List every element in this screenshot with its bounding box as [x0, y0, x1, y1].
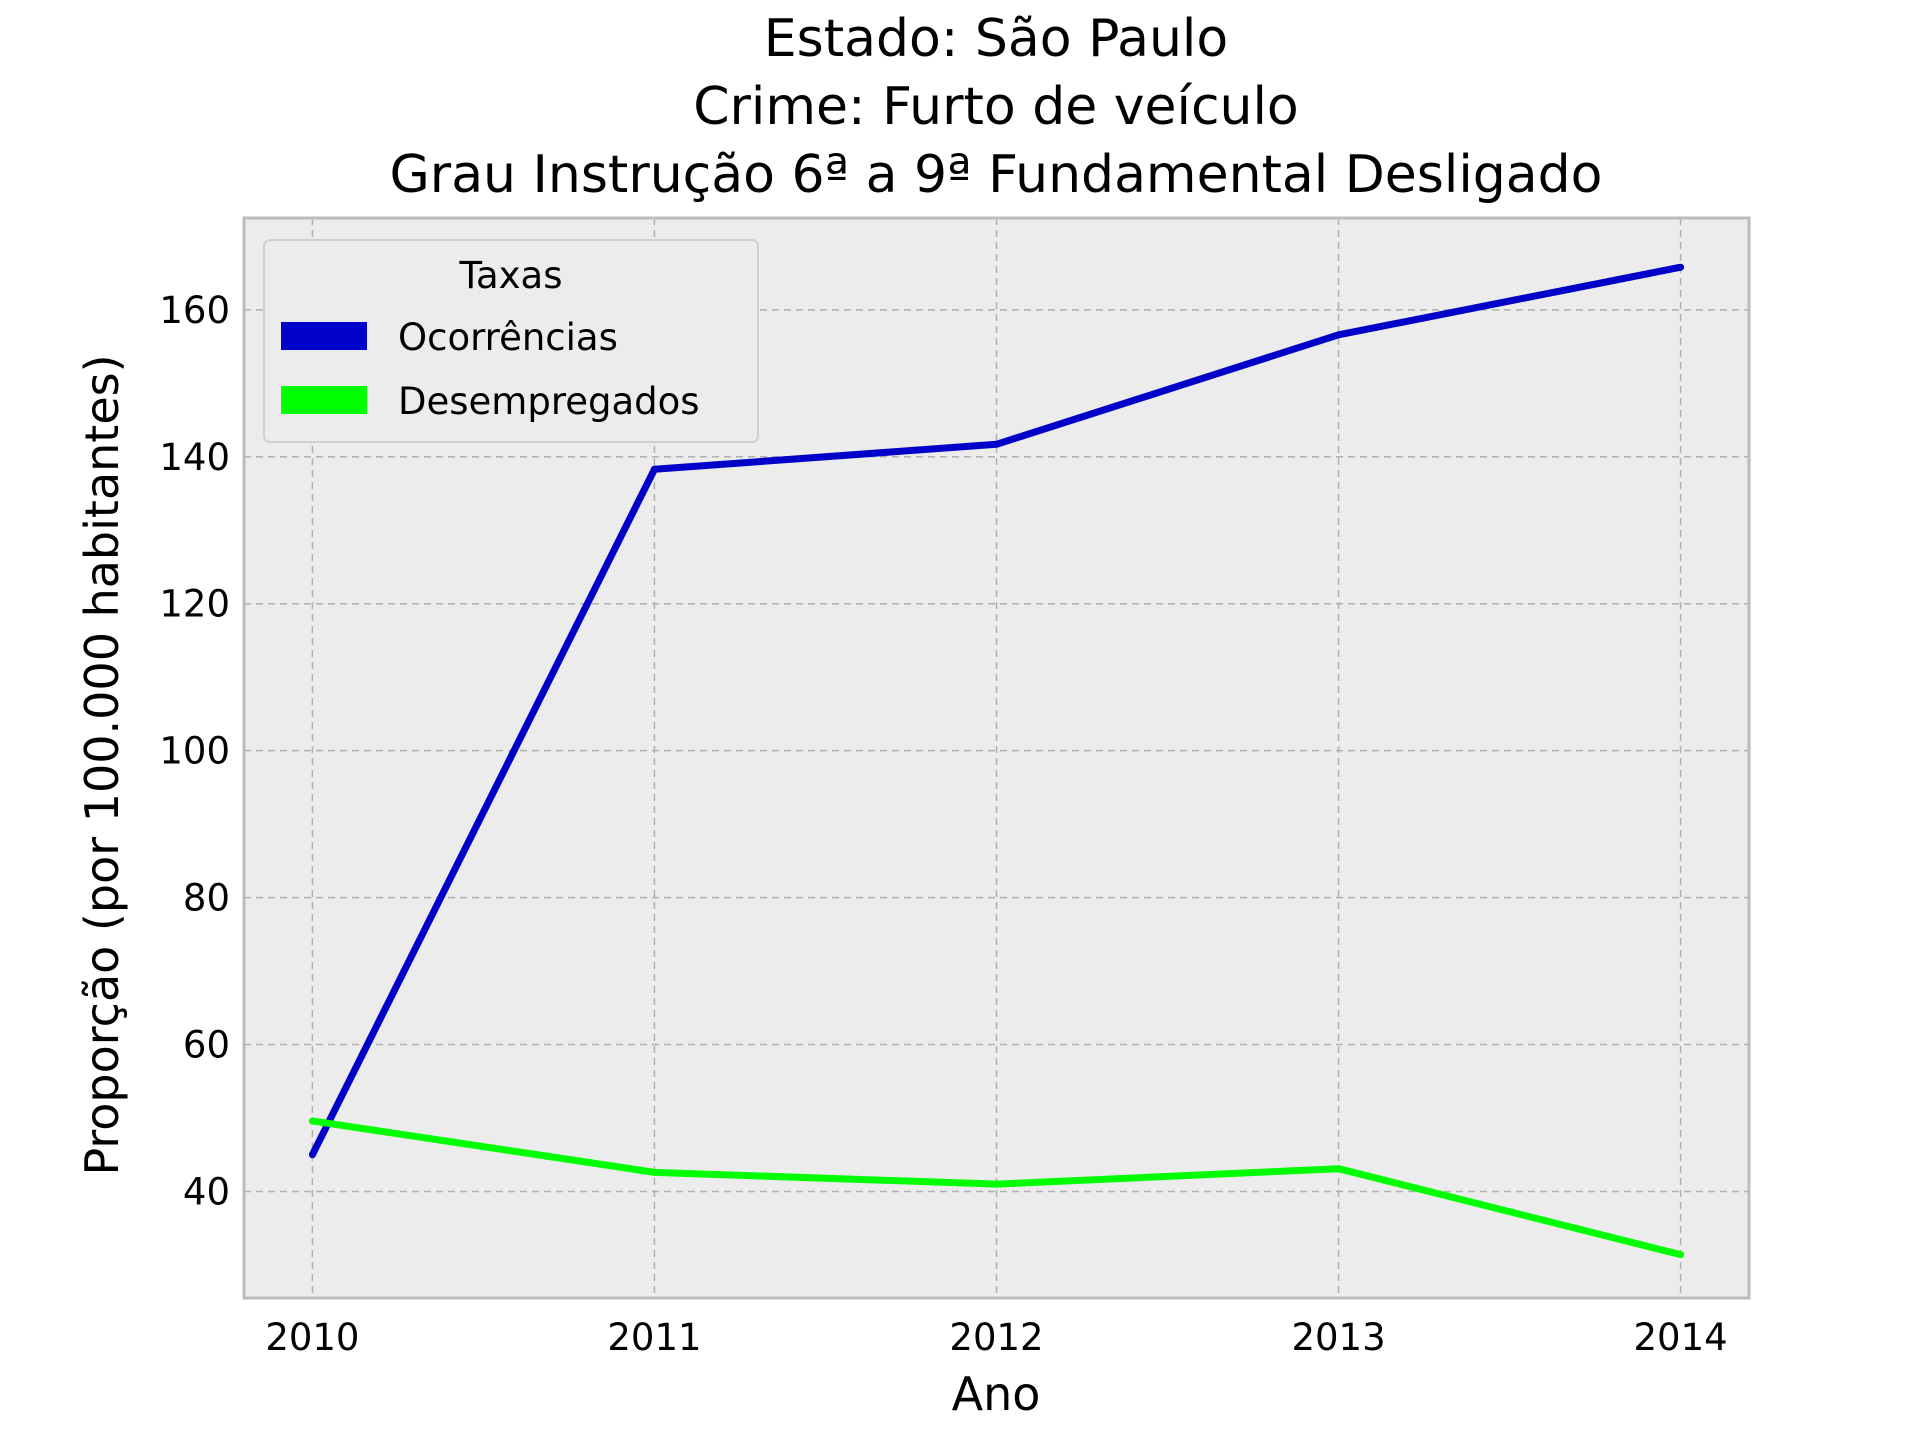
x-tick-label: 2014: [1634, 1316, 1728, 1359]
data-point: [1335, 331, 1343, 339]
plot-frame: [242, 216, 1751, 1300]
chart-title-line-1: Estado: São Paulo: [764, 9, 1228, 69]
data-point: [1677, 263, 1685, 271]
y-axis-label: Proporção (por 100.000 habitantes): [75, 354, 129, 1175]
y-tick-label: 100: [159, 730, 230, 773]
data-point: [1335, 1165, 1343, 1173]
y-tick-label: 80: [183, 877, 230, 920]
series-lines: [308, 263, 1685, 1259]
data-point: [993, 1180, 1000, 1188]
chart-title-line-2: Crime: Furto de veículo: [693, 77, 1299, 137]
y-tick-label: 120: [159, 583, 230, 626]
data-point: [650, 1168, 658, 1176]
data-point: [308, 1151, 316, 1159]
x-tick-label: 2013: [1291, 1316, 1385, 1359]
legend-label-desempregados: Desempregados: [398, 380, 700, 423]
legend-title: Taxas: [459, 254, 563, 297]
chart-title-line-3: Grau Instrução 6ª a 9ª Fundamental Desli…: [390, 145, 1603, 205]
y-tick-label: 140: [159, 436, 230, 479]
legend-box: [263, 239, 759, 443]
y-tick-label: 40: [183, 1170, 230, 1213]
data-point: [650, 465, 658, 473]
x-tick-label: 2012: [949, 1316, 1043, 1359]
legend-swatch-desempregados: [281, 386, 367, 414]
legend-swatch-ocorrencias: [281, 322, 367, 350]
data-point: [993, 440, 1000, 448]
x-tick-label: 2010: [265, 1316, 359, 1359]
legend-label-ocorrencias: Ocorrências: [398, 316, 618, 359]
grid: [244, 218, 1749, 1298]
tick-labels: 2010 2011 2012 2013 2014 40 60 80 100 120 140 160: [159, 289, 1727, 1359]
x-tick-label: 2011: [607, 1316, 701, 1359]
y-tick-label: 160: [159, 289, 230, 332]
y-tick-label: 60: [183, 1024, 230, 1067]
x-axis-label: Ano: [952, 1367, 1041, 1421]
legend: Taxas Ocorrências Desempregados: [263, 239, 759, 443]
data-point: [308, 1117, 316, 1125]
data-point: [1677, 1251, 1685, 1259]
